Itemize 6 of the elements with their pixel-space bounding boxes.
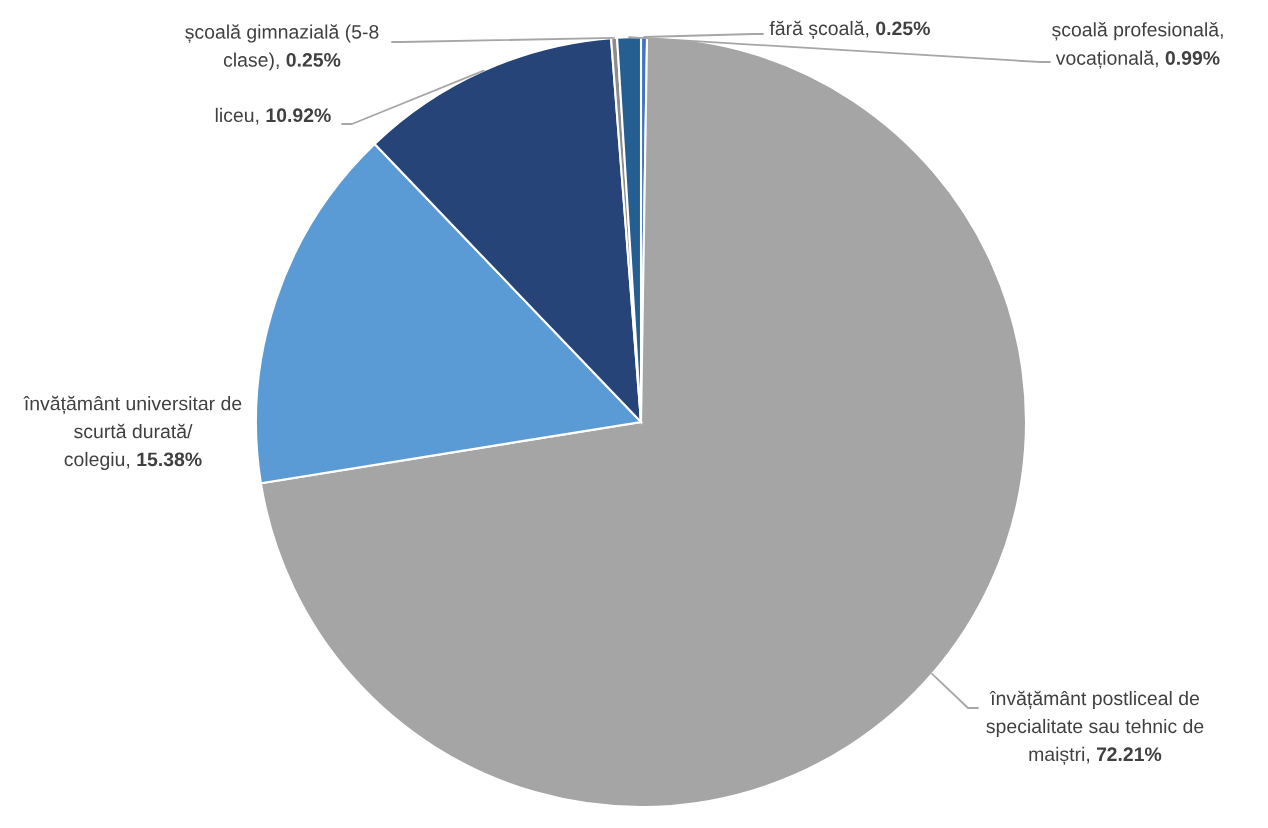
slice-label: liceu, 10.92% [215, 107, 331, 125]
slice-label: școală profesională, vocațională, 0.99% [1052, 21, 1223, 69]
slice-label: învățământ postliceal de specialitate sau tehnic de maiștri, 72.21% [986, 690, 1204, 766]
slice-label: învățământ universitar de scurtă durată/ colegiu, 15.38% [23, 395, 242, 471]
slice-label: fără școală, 0.25% [769, 20, 930, 40]
slice-label: școală gimnazială (5-8 clase), 0.25% [185, 24, 379, 71]
